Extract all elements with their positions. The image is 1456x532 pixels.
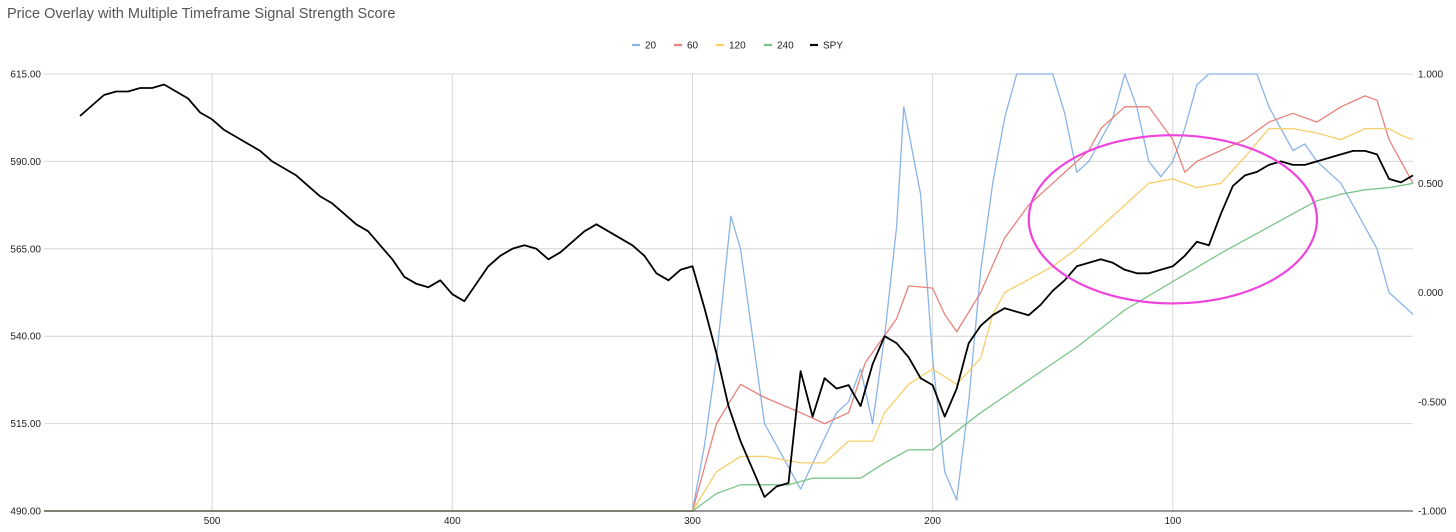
y-right-tick-label: -0.500 (1418, 397, 1447, 408)
x-tick-label: 100 (1164, 516, 1181, 527)
y-left-tick-label: 490.00 (10, 507, 41, 518)
series-line-120 (44, 127, 1414, 512)
x-tick-label: 400 (444, 516, 461, 527)
x-tick-label: 500 (204, 516, 221, 527)
y-right-tick-label: 0.000 (1418, 288, 1443, 299)
series-line-240 (44, 182, 1414, 512)
legend-label-spy: SPY (823, 41, 843, 52)
series-line-60 (44, 95, 1414, 512)
grid-layer (44, 73, 1413, 512)
highlight-ellipse (1027, 134, 1319, 305)
x-tick-label: 200 (924, 516, 941, 527)
y-left-tick-label: 565.00 (10, 244, 41, 255)
y-left-tick-label: 615.00 (10, 70, 41, 81)
legend-layer: 20 60 120 240 SPY (632, 41, 843, 52)
y-left-tick-label: 515.00 (10, 419, 41, 430)
x-tick-label: 300 (684, 516, 701, 527)
y-right-tick-label: 0.500 (1418, 179, 1443, 190)
legend-label-120: 120 (729, 41, 746, 52)
legend-label-240: 240 (777, 41, 794, 52)
y-right-tick-label: -1.000 (1418, 507, 1447, 518)
y-left-tick-label: 540.00 (10, 332, 41, 343)
legend-label-60: 60 (687, 41, 699, 52)
series-line-spy (79, 83, 1414, 498)
series-line-20 (44, 73, 1414, 512)
series-layer (44, 73, 1414, 512)
legend-label-20: 20 (645, 41, 657, 52)
y-left-tick-label: 590.00 (10, 157, 41, 168)
annotation-layer (1027, 134, 1319, 305)
y-right-tick-label: 1.000 (1418, 70, 1443, 81)
axis-layer: 615.00 590.00 565.00 540.00 515.00 490.00 1.00… (10, 70, 1446, 528)
chart-title: Price Overlay with Multiple Timeframe Si… (7, 6, 396, 22)
